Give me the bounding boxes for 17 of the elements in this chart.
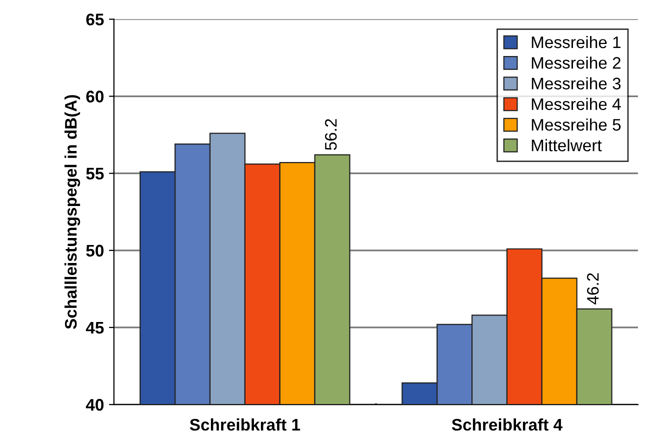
data-label: 56.2 [324, 119, 337, 150]
y-tick-label: 60 [86, 90, 104, 102]
x-tick-label: Schreibkraft 1 [190, 418, 300, 431]
x-tick-label: Schreibkraft 4 [452, 418, 562, 431]
y-axis-title: Schallleistungspegel in dB(A) [64, 95, 80, 329]
legend-label: Messreihe 4 [532, 98, 621, 110]
y-tick-label: 65 [86, 14, 104, 26]
legend-label: Messreihe 3 [532, 77, 621, 90]
data-label: 46.2 [586, 273, 599, 304]
legend-label: Messreihe 5 [532, 118, 621, 131]
legend-label: Messreihe 2 [532, 56, 620, 69]
legend-label: Messreihe 1 [532, 36, 621, 48]
y-tick-label: 40 [86, 398, 104, 411]
legend-label: Mittelwert [532, 139, 602, 152]
y-tick-label: 45 [86, 322, 104, 334]
y-tick-label: 55 [86, 168, 104, 180]
y-tick-label: 50 [86, 244, 104, 257]
